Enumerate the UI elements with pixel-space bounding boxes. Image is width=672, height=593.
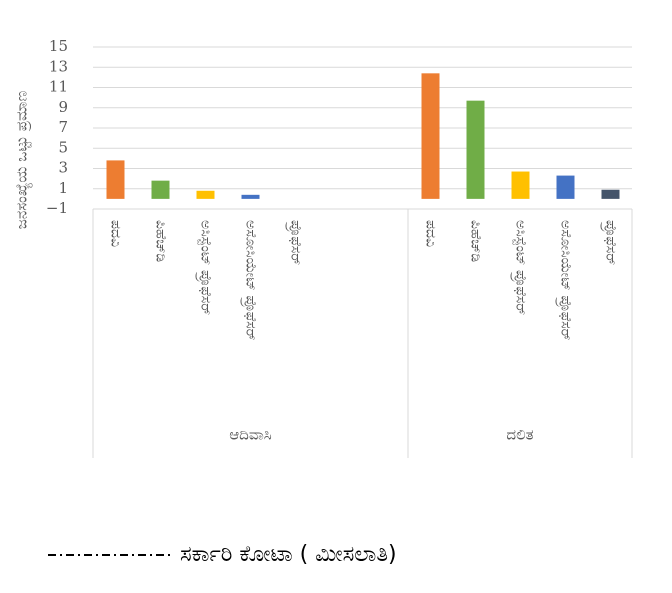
y-tick-label: 15	[49, 37, 68, 55]
x-tick-label: ಪದವಿ	[108, 220, 124, 247]
y-tick-label: 7	[58, 118, 68, 136]
y-tick-label: 13	[49, 57, 68, 75]
y-tick-label: 5	[58, 138, 68, 156]
x-tick-label: ಅಸೋಸಿಯೇಟ್ ಪ್ರೊಫೆಸರ್	[240, 220, 258, 341]
y-tick-label: −1	[46, 199, 68, 217]
x-tick-label: ಪಿಹೆಚ್‌ಡಿ	[153, 220, 169, 262]
bar	[196, 190, 215, 199]
legend-label: ಸರ್ಕಾರಿ ಕೋಟಾ ( ಮೀಸಲಾತಿ)	[180, 542, 397, 567]
x-tick-label: ಅಸಿಸ್ಟೆಂಟ್ ಪ್ರೊಫೆಸರ್	[195, 220, 213, 315]
group-label: ಆದಿವಾಸಿ	[229, 426, 272, 444]
bar	[511, 171, 530, 199]
x-tick-label: ಪ್ರೊಫೆಸರ್	[285, 220, 303, 265]
y-tick-label: 3	[58, 159, 68, 177]
bar	[466, 100, 485, 199]
y-tick-label: 1	[58, 179, 68, 197]
bar	[106, 160, 125, 199]
bar	[601, 189, 620, 199]
x-tick-label: ಅಸೋಸಿಯೇಟ್ ಪ್ರೊಫೆಸರ್	[555, 220, 573, 341]
y-tick-label: 11	[49, 78, 68, 96]
x-tick-label: ಅಸಿಸ್ಟೆಂಟ್ ಪ್ರೊಫೆಸರ್	[510, 220, 528, 315]
bar	[556, 175, 575, 199]
x-tick-label: ಪ್ರೊಫೆಸರ್	[600, 220, 618, 265]
x-tick-label: ಪಿಹೆಚ್‌ಡಿ	[468, 220, 484, 262]
bar	[421, 73, 440, 199]
y-tick-label: 9	[58, 98, 68, 116]
x-tick-label: ಪದವಿ	[423, 220, 439, 247]
group-label: ದಲಿತ	[506, 426, 533, 444]
bar	[241, 194, 260, 199]
bar	[151, 180, 170, 199]
y-axis-title: ಜನಸಂಖ್ಯೆಯ ಒಟ್ಟು ಪ್ರಮಾಣ	[13, 91, 33, 229]
